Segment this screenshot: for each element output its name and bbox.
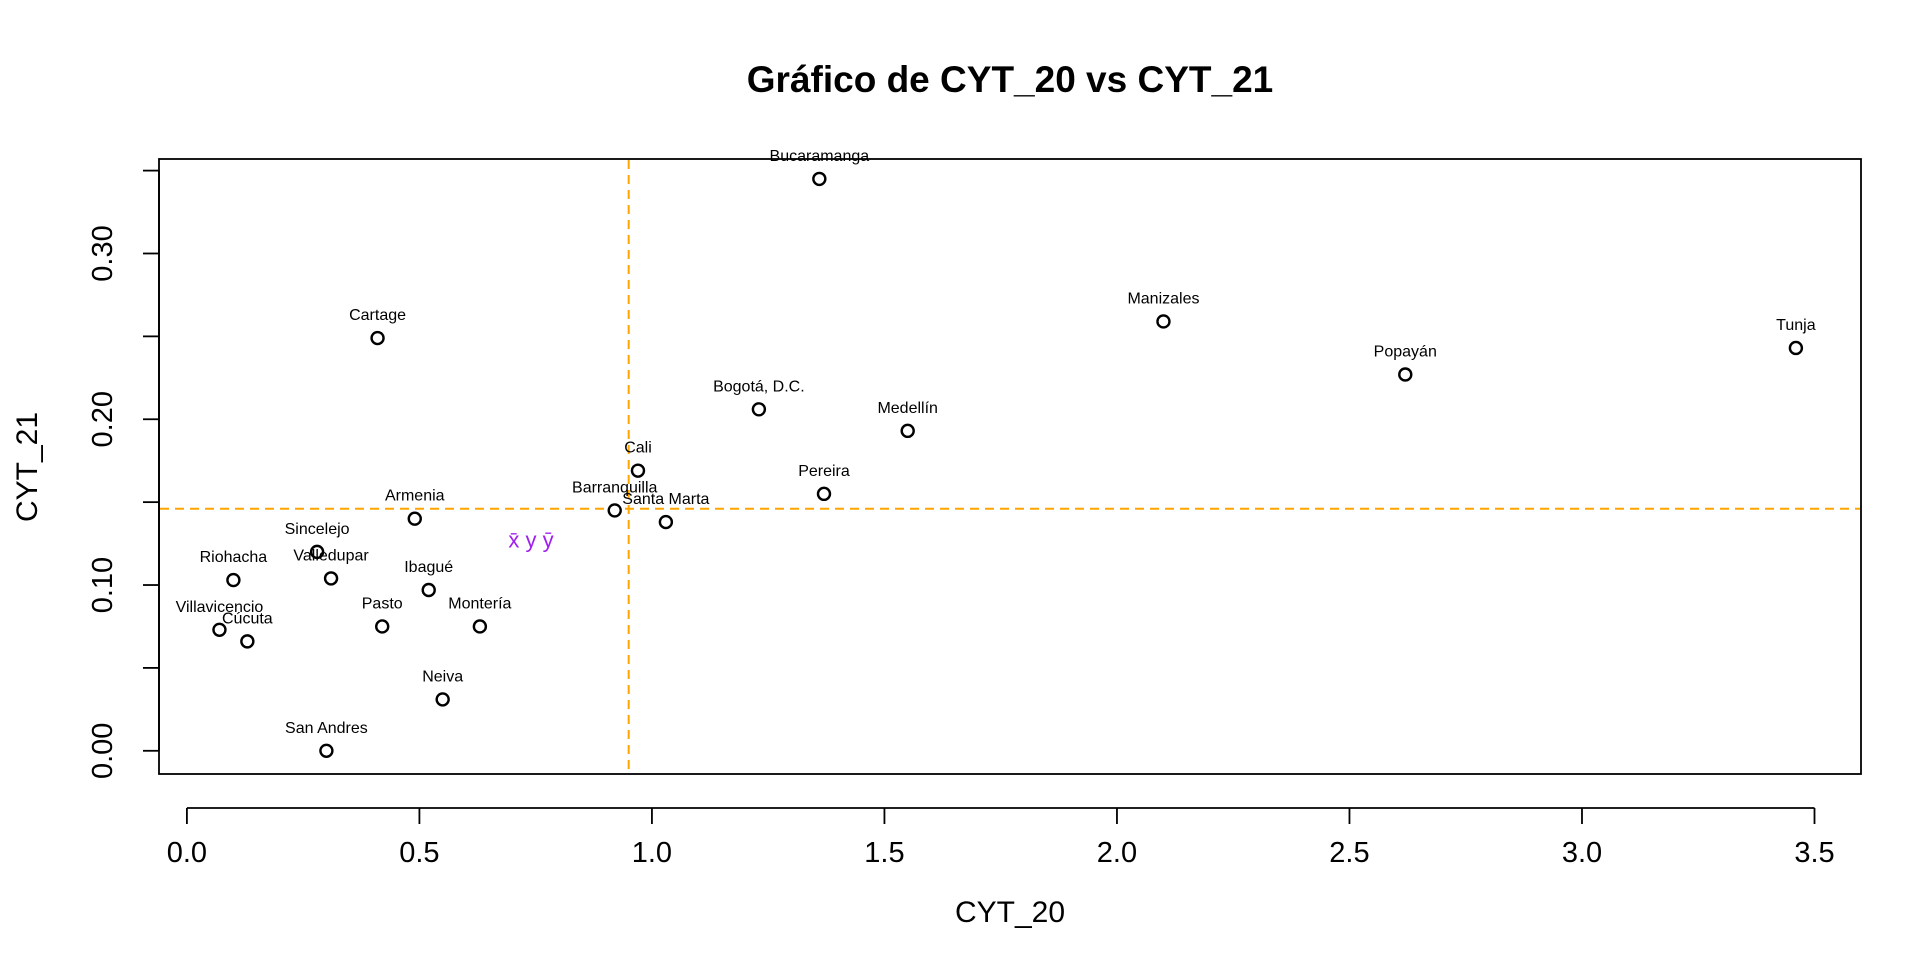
point-label: Popayán — [1374, 343, 1437, 360]
point-label: Pasto — [362, 595, 403, 612]
y-tick-label: 0.20 — [87, 391, 119, 447]
data-point — [658, 514, 674, 530]
x-tick-label: 2.0 — [1097, 837, 1137, 869]
point-label: Cartage — [349, 307, 406, 324]
point-label: Pereira — [798, 463, 850, 480]
point-label: Tunja — [1776, 317, 1816, 334]
x-tick-label: 3.5 — [1794, 837, 1834, 869]
data-point — [407, 511, 422, 526]
point-label: San Andres — [285, 720, 368, 737]
data-point — [816, 486, 832, 502]
y-axis-label: CYT_21 — [11, 412, 44, 522]
point-label: Bucaramanga — [770, 148, 870, 165]
data-point — [323, 571, 339, 586]
data-points: Bucaramanga Cartage Manizales Tunja Popayán B… — [176, 148, 1816, 758]
x-tick-label: 0.5 — [399, 837, 439, 869]
point-label: Cúcuta — [222, 610, 273, 627]
data-point — [607, 503, 622, 518]
plot-area — [158, 158, 1862, 775]
data-point — [1398, 367, 1413, 382]
point-label: Manizales — [1127, 290, 1199, 307]
data-point — [900, 423, 915, 439]
y-tick-label: 0.30 — [87, 225, 119, 281]
point-label: Riohacha — [200, 549, 268, 566]
point-label: Bogotá, D.C. — [713, 378, 805, 395]
chart-title: Gráfico de CYT_20 vs CYT_21 — [747, 59, 1273, 100]
point-label: Villavicencio — [176, 599, 264, 616]
data-point — [472, 619, 488, 634]
data-point — [435, 692, 450, 707]
point-label: Neiva — [422, 668, 463, 685]
point-label: Santa Marta — [622, 491, 709, 508]
y-tick-label: 0.10 — [87, 557, 119, 613]
data-point — [1788, 340, 1804, 356]
point-label: Cali — [624, 440, 652, 457]
point-label: Barranquilla — [572, 479, 657, 496]
data-point — [1156, 314, 1171, 329]
annotations: x̄ y ȳ — [508, 528, 553, 553]
point-label: Valledupar — [293, 547, 369, 564]
point-label: Armenia — [385, 488, 445, 505]
data-point — [309, 544, 325, 560]
data-point — [751, 402, 767, 417]
data-point — [630, 463, 646, 478]
x-tick-label: 1.0 — [632, 837, 672, 869]
data-point — [226, 572, 241, 588]
point-label: Ibagué — [404, 559, 453, 576]
point-label: Montería — [448, 595, 511, 612]
mean-lines — [160, 160, 1860, 773]
data-point — [421, 582, 436, 598]
data-point — [812, 171, 827, 187]
y-tick-label: 0.00 — [87, 723, 119, 779]
data-point — [240, 634, 255, 649]
data-point — [319, 743, 334, 758]
data-point — [375, 619, 390, 634]
x-tick-label: 3.0 — [1562, 837, 1602, 869]
data-point — [370, 330, 385, 346]
point-label: Medellín — [877, 400, 937, 417]
x-tick-label: 0.0 — [167, 837, 207, 869]
x-axis-label: CYT_20 — [955, 896, 1065, 929]
y-axis: 0.00 0.10 0.20 0.30 — [87, 169, 160, 779]
data-point — [212, 622, 227, 637]
mean-annotation: x̄ y ȳ — [508, 528, 553, 553]
x-tick-label: 1.5 — [864, 837, 904, 869]
x-tick-label: 2.5 — [1329, 837, 1369, 869]
x-axis: 0.0 0.5 1.0 1.5 2.0 2.5 3.0 3.5 — [167, 807, 1835, 869]
point-label: Sincelejo — [285, 521, 350, 538]
